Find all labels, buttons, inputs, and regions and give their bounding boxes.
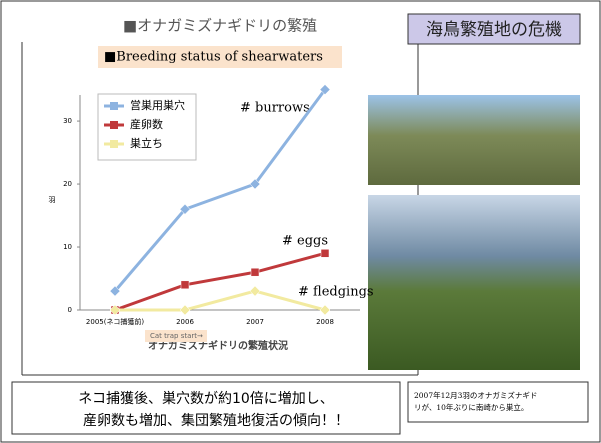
legend-label: 巣立ち (130, 136, 163, 150)
subtitle-box (98, 46, 342, 68)
point-marker (109, 304, 121, 316)
photo (368, 95, 580, 185)
x-tick-label: 2008 (316, 318, 334, 326)
point-marker (250, 267, 260, 277)
point-marker (249, 285, 261, 297)
summary-line: ネコ捕獲後、巣穴数が約10倍に増加し、 (78, 391, 334, 407)
y-tick-label: 0 (68, 306, 72, 314)
series-line (113, 88, 327, 293)
note-line: 2007年12月3羽のオナガミズナギド (414, 390, 537, 400)
y-tick-label: 10 (63, 243, 72, 251)
point-marker (180, 280, 190, 290)
point-marker (320, 249, 330, 258)
y-tick-label: 20 (63, 180, 72, 188)
legend-label: 産卵数 (130, 118, 163, 131)
series-line (114, 251, 326, 312)
photo (368, 195, 580, 370)
x-tick-label: 2007 (246, 318, 264, 326)
point-marker (249, 178, 261, 190)
x-tick-label: 2005(ネコ捕獲前) (86, 317, 144, 326)
x-tick-label: 2006 (176, 318, 194, 326)
y-tick-label: 30 (63, 117, 72, 125)
slide-title: ■オナガミズナギドリの繁殖 (123, 17, 317, 35)
y-axis-label: 羽 (49, 196, 56, 204)
point-marker (179, 304, 191, 316)
annotation: # burrows (240, 101, 310, 116)
summary-box (11, 381, 401, 435)
heading: 海鳥繁殖地の危機 (426, 20, 562, 40)
legend-label: 営巣用巣穴 (130, 98, 185, 112)
annotation: # eggs (282, 234, 328, 249)
chart-title: ■Breeding status of shearwaters (104, 50, 323, 65)
legend-swatch (110, 102, 118, 110)
heading-box (407, 13, 581, 45)
note-tag (145, 330, 207, 342)
x-axis-label: オナガミズナギドリの繁殖状況 (148, 339, 288, 352)
legend-swatch (110, 140, 118, 148)
point-marker (319, 84, 331, 95)
point-marker (319, 304, 331, 316)
annotation: # fledgings (298, 285, 374, 300)
note-line: リが、10年ぶりに南崎から巣立。 (414, 402, 528, 412)
point-marker (109, 285, 121, 297)
summary-line: 産卵数も増加、集団繁殖地復活の傾向！！ (83, 412, 349, 429)
note-box (407, 381, 589, 423)
annotation: Cat trap start→ (150, 332, 203, 340)
series-line (115, 289, 326, 312)
legend-swatch (110, 121, 118, 129)
point-marker (179, 203, 191, 215)
